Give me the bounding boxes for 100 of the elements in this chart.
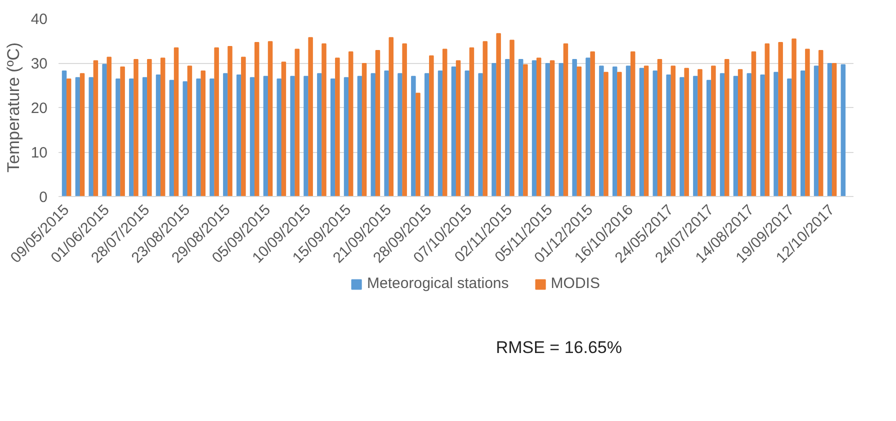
bar	[764, 43, 770, 196]
bar	[518, 58, 524, 196]
bar	[398, 73, 402, 196]
bar	[442, 48, 448, 196]
bar	[388, 37, 394, 196]
bar	[223, 73, 228, 196]
bar	[586, 58, 590, 196]
y-tick-label: 40	[30, 11, 48, 28]
bar	[464, 70, 470, 196]
bar	[362, 62, 367, 196]
bar	[576, 66, 582, 196]
bar	[160, 58, 166, 196]
bar	[200, 70, 206, 196]
bar	[290, 76, 295, 196]
bar	[774, 72, 778, 196]
bar	[93, 60, 98, 196]
bar	[496, 33, 501, 196]
bar	[800, 70, 806, 196]
bar	[250, 77, 255, 196]
bar	[760, 74, 765, 196]
bar	[746, 73, 752, 196]
bar	[563, 43, 568, 196]
bar	[106, 56, 112, 196]
bar	[733, 76, 738, 196]
bar	[478, 73, 483, 196]
bar	[832, 62, 837, 196]
y-tick-label: 10	[30, 144, 48, 162]
bar	[536, 58, 542, 196]
bar	[666, 74, 671, 196]
bar	[456, 60, 461, 196]
bar	[254, 42, 260, 196]
bar	[706, 80, 712, 196]
bar	[599, 66, 604, 196]
bar	[778, 42, 783, 196]
bar	[66, 78, 72, 196]
bar	[416, 92, 420, 196]
bar	[317, 73, 322, 196]
bar	[424, 73, 430, 196]
bar	[357, 76, 362, 196]
bar	[827, 62, 832, 196]
y-tick-label: 0	[39, 189, 48, 206]
bar	[438, 70, 443, 196]
bar	[724, 58, 730, 196]
bar	[572, 58, 577, 196]
bar	[263, 76, 268, 196]
bar	[75, 77, 80, 196]
bar	[116, 78, 120, 196]
bar	[384, 70, 389, 196]
legend-label: Meteorogical stations	[367, 275, 509, 292]
bar	[751, 51, 756, 196]
bar	[375, 50, 380, 196]
bar	[652, 70, 658, 196]
bar	[698, 69, 702, 196]
bar	[322, 43, 326, 196]
bar	[62, 70, 67, 196]
bar	[693, 76, 698, 196]
bar	[187, 66, 192, 196]
bar	[429, 55, 434, 196]
legend-label: MODIS	[550, 275, 600, 292]
bar	[196, 78, 201, 196]
bar	[214, 47, 219, 196]
bar	[550, 60, 555, 196]
y-axis-title: Temperature (ºC)	[4, 42, 23, 172]
bar	[590, 51, 595, 196]
bar	[680, 77, 684, 196]
bar	[308, 37, 313, 196]
bar	[344, 77, 349, 196]
bar	[644, 66, 649, 196]
bar	[639, 68, 644, 196]
bar	[304, 76, 308, 196]
bar	[120, 66, 125, 196]
bar	[348, 51, 354, 196]
bar	[182, 81, 188, 196]
bar	[335, 58, 340, 196]
bar	[711, 66, 716, 196]
bar	[129, 78, 134, 196]
bar	[492, 62, 496, 196]
bar	[805, 48, 810, 196]
text: RMSE = 16.65%	[496, 338, 622, 357]
bar	[523, 64, 528, 196]
bar	[840, 64, 846, 196]
bar	[142, 77, 148, 196]
bar	[276, 78, 282, 196]
y-tick-label: 30	[30, 56, 48, 72]
bar	[684, 68, 689, 196]
bar	[169, 80, 174, 196]
bar	[402, 43, 407, 196]
bar	[630, 51, 636, 196]
bar	[482, 41, 488, 196]
bar	[510, 40, 514, 196]
bar	[147, 58, 152, 196]
bar	[294, 48, 300, 196]
bar	[411, 76, 416, 196]
bar	[156, 74, 161, 196]
y-tick-label: 20	[30, 100, 48, 117]
bar	[268, 41, 273, 196]
bar	[228, 46, 232, 196]
bar	[102, 64, 107, 196]
bar	[792, 38, 796, 196]
bar	[88, 77, 94, 196]
